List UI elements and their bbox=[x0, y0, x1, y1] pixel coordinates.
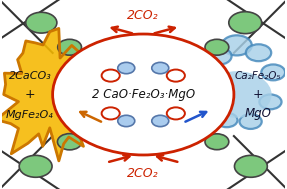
Text: +: + bbox=[253, 88, 263, 101]
Circle shape bbox=[216, 113, 238, 127]
Circle shape bbox=[229, 12, 262, 34]
Circle shape bbox=[246, 44, 271, 61]
Circle shape bbox=[261, 64, 285, 80]
Circle shape bbox=[26, 12, 57, 33]
Circle shape bbox=[205, 39, 229, 55]
Circle shape bbox=[190, 66, 214, 82]
Circle shape bbox=[58, 39, 82, 55]
Circle shape bbox=[118, 62, 135, 74]
Circle shape bbox=[234, 155, 267, 177]
Circle shape bbox=[240, 114, 262, 129]
Text: 2CaCO₃: 2CaCO₃ bbox=[9, 71, 51, 81]
Circle shape bbox=[167, 70, 185, 82]
Text: 2CO₂: 2CO₂ bbox=[127, 167, 159, 180]
Text: Ca₂Fe₂O₅: Ca₂Fe₂O₅ bbox=[235, 71, 281, 81]
Circle shape bbox=[195, 91, 219, 107]
Polygon shape bbox=[0, 28, 107, 161]
Text: MgFe₂O₄: MgFe₂O₄ bbox=[6, 110, 54, 120]
Circle shape bbox=[152, 62, 169, 74]
Circle shape bbox=[206, 48, 232, 65]
Circle shape bbox=[202, 71, 272, 118]
Circle shape bbox=[222, 35, 252, 55]
Text: 2CO₂: 2CO₂ bbox=[127, 9, 159, 22]
Circle shape bbox=[19, 155, 52, 177]
Circle shape bbox=[57, 134, 82, 150]
Circle shape bbox=[205, 134, 229, 150]
Circle shape bbox=[167, 107, 185, 119]
Circle shape bbox=[102, 70, 120, 82]
Circle shape bbox=[53, 34, 234, 155]
Circle shape bbox=[259, 94, 282, 109]
Circle shape bbox=[102, 107, 120, 119]
Text: 2 CaO·Fe₂O₃·MgO: 2 CaO·Fe₂O₃·MgO bbox=[92, 88, 195, 101]
Circle shape bbox=[152, 115, 169, 127]
Text: +: + bbox=[25, 88, 35, 101]
Text: MgO: MgO bbox=[245, 107, 272, 120]
Circle shape bbox=[118, 115, 135, 127]
